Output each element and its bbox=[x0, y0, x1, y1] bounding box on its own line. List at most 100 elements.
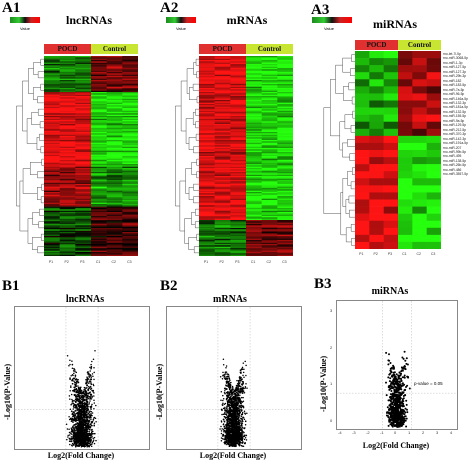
volcano-b1-point bbox=[89, 425, 92, 428]
volcano-b1-point bbox=[74, 445, 77, 448]
heatmap-a1-cell bbox=[91, 92, 107, 94]
heatmap-a2-cell bbox=[277, 149, 293, 151]
heatmap-a2-cell bbox=[277, 217, 293, 219]
volcano-b1-point bbox=[70, 444, 73, 446]
heatmap-a1-cell bbox=[106, 76, 123, 78]
heatmap-a1-cell bbox=[106, 248, 123, 250]
heatmap-a2-cell bbox=[246, 134, 262, 137]
heatmap-a2-cell bbox=[214, 146, 231, 149]
heatmap-a1-cell bbox=[59, 154, 76, 157]
heatmap-a3-cell bbox=[383, 164, 399, 172]
heatmap-a2-cell bbox=[214, 168, 231, 170]
heatmap-a2-cell bbox=[230, 72, 247, 74]
heatmap-a1-cell bbox=[75, 146, 92, 149]
heatmap-a3-cell bbox=[355, 135, 370, 144]
heatmap-a1-cell bbox=[59, 197, 76, 199]
volcano-b1-point bbox=[93, 392, 95, 394]
heatmap-a2-cell bbox=[199, 196, 215, 198]
heatmap-a1-cell bbox=[106, 106, 123, 109]
heatmap-a2-cell bbox=[199, 154, 215, 157]
heatmap-a2-cell bbox=[199, 194, 215, 197]
heatmap-a2-cell bbox=[246, 65, 262, 67]
heatmap-a2-cell bbox=[214, 118, 231, 121]
heatmap-a1-cell bbox=[44, 132, 60, 134]
heatmap-a2-cell bbox=[199, 81, 215, 83]
heatmap-a1-cell bbox=[122, 166, 138, 169]
heatmap-a2-cell bbox=[230, 126, 247, 129]
heatmap-a2-cell bbox=[230, 140, 247, 142]
heatmap-a2-cell bbox=[246, 158, 262, 161]
heatmap-a1-cell bbox=[75, 137, 92, 139]
heatmap-a1-cell bbox=[75, 134, 92, 137]
heatmap-a2-cell bbox=[246, 145, 262, 147]
heatmap-a2-cell bbox=[214, 129, 231, 131]
volcano-b1-point bbox=[72, 427, 75, 429]
volcano-b2-point bbox=[223, 420, 226, 423]
heatmap-a1-cell bbox=[106, 133, 123, 135]
heatmap-a2-cell bbox=[214, 125, 231, 127]
heatmap-a2-cell bbox=[214, 78, 231, 81]
heatmap-a2-cell bbox=[261, 73, 278, 75]
heatmap-a1-cell bbox=[122, 108, 138, 110]
heatmap-a1-cell bbox=[122, 248, 138, 250]
heatmap-a1-cell bbox=[44, 208, 60, 210]
heatmap-a1-cell bbox=[44, 200, 60, 202]
heatmap-a2-cell bbox=[214, 188, 231, 190]
heatmap-a2-cell bbox=[214, 173, 231, 175]
heatmap-a1-cell bbox=[59, 101, 76, 103]
volcano-b1-point bbox=[90, 436, 92, 439]
heatmap-a1-cell bbox=[122, 61, 138, 63]
heatmap-a1-cell bbox=[91, 73, 107, 75]
a3-sample-label: P1 bbox=[359, 252, 364, 256]
heatmap-a1-cell bbox=[75, 101, 92, 103]
heatmap-a2-cell bbox=[261, 206, 278, 209]
heatmap-a1-cell bbox=[91, 213, 107, 215]
heatmap-a2-cell bbox=[246, 112, 262, 114]
heatmap-a2-cell bbox=[199, 233, 215, 235]
heatmap-a1-cell bbox=[122, 89, 138, 91]
volcano-b1-point bbox=[69, 363, 71, 366]
volcano-b1-point bbox=[85, 392, 88, 395]
heatmap-a2-cell bbox=[277, 93, 293, 95]
volcano-b2-point bbox=[226, 418, 228, 421]
heatmap-a1-cell bbox=[122, 192, 138, 194]
heatmap-a2-cell bbox=[277, 156, 293, 158]
volcano-b2-point bbox=[229, 443, 232, 445]
volcano-b1-point bbox=[69, 398, 71, 400]
dendrogram-a3-branch bbox=[352, 167, 355, 175]
heatmap-a1-cell bbox=[75, 224, 92, 226]
heatmap-a1-cell bbox=[44, 169, 60, 171]
heatmap-a1-cell bbox=[106, 166, 123, 169]
heatmap-a2-cell bbox=[277, 81, 293, 83]
heatmap-a1-cell bbox=[44, 182, 60, 185]
heatmap-a1-cell bbox=[59, 105, 76, 107]
heatmap-a1-cell bbox=[59, 236, 76, 238]
heatmap-a2-cell bbox=[246, 118, 262, 121]
a1-sample-label: P1 bbox=[48, 260, 54, 264]
heatmap-a2-cell bbox=[277, 205, 293, 207]
volcano-b1-point bbox=[72, 408, 75, 410]
heatmap-a1-cell bbox=[59, 180, 76, 182]
mirna-gene-label: rno-miR-155-5p bbox=[443, 114, 467, 119]
heatmap-a1-cell bbox=[59, 213, 76, 215]
dendrogram-a3-branch bbox=[351, 238, 355, 246]
heatmap-a3-cell bbox=[398, 128, 413, 137]
heatmap-a1-cell bbox=[44, 222, 60, 225]
heatmap-a2-cell bbox=[277, 58, 293, 61]
heatmap-a2-cell bbox=[246, 116, 262, 118]
heatmap-a1-cell bbox=[44, 74, 60, 77]
heatmap-a2-cell bbox=[230, 169, 247, 171]
heatmap-a3-cell bbox=[398, 93, 413, 101]
volcano-b1-point bbox=[87, 433, 89, 435]
heatmap-a2-cell bbox=[261, 153, 278, 155]
volcano-b2-point bbox=[220, 432, 223, 435]
heatmap-a2-cell bbox=[214, 132, 231, 134]
heatmap-a1-cell bbox=[44, 198, 60, 201]
volcano-b1-point bbox=[91, 434, 93, 436]
heatmap-a1-cell bbox=[75, 229, 92, 231]
heatmap-a1-cell bbox=[91, 233, 107, 235]
heatmap-a2-cell bbox=[230, 117, 247, 119]
heatmap-a1-cell bbox=[106, 57, 123, 59]
heatmap-a1-cell bbox=[59, 149, 76, 151]
heatmap-a2-cell bbox=[261, 120, 278, 122]
